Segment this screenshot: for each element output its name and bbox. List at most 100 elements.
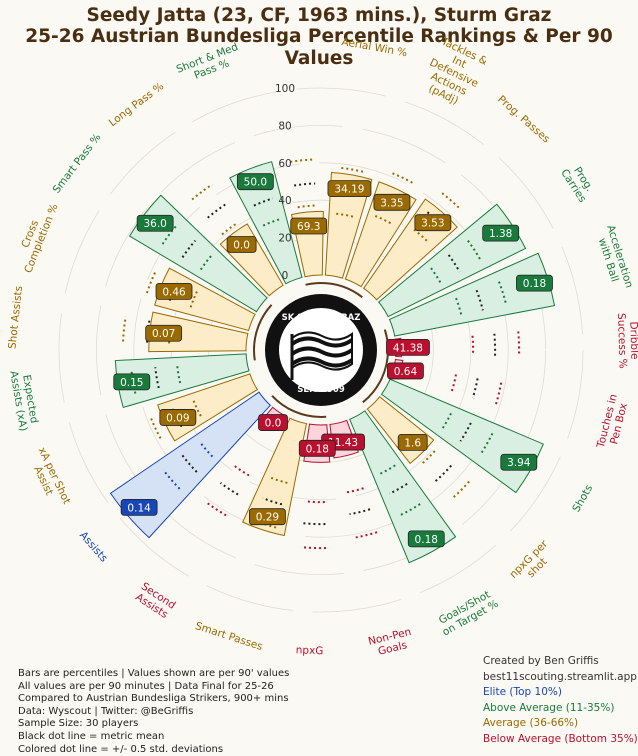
club-logo: SK STURM GRAZ SEIT 1909 [265, 294, 377, 406]
reference-dot-line [181, 239, 197, 258]
value-label: 34.19 [334, 184, 364, 196]
reference-dot-line [434, 464, 452, 482]
reference-dot-line [389, 483, 408, 495]
reference-dot-line [374, 214, 393, 225]
value-badge [516, 274, 553, 292]
value-badge [120, 498, 158, 516]
reference-dot-line [336, 212, 354, 218]
metric-label: CrossCompletion % [11, 198, 61, 275]
value-label: 0.15 [120, 377, 143, 389]
value-badge [249, 508, 286, 526]
reference-dot-line [479, 432, 494, 455]
credit-block: Created by Ben Griffis best11scouting.st… [483, 654, 638, 748]
value-label: 0.18 [306, 443, 329, 455]
reference-dot-line [498, 281, 508, 305]
reference-dot-line [145, 271, 157, 294]
reference-dot-line [305, 500, 325, 504]
scale-ticks: 0 20 40 60 80 100 [275, 83, 295, 282]
metric-label: Assists [77, 529, 110, 564]
metric-label: DribbleSuccess % [615, 313, 638, 369]
reference-dot-line [475, 289, 484, 311]
value-label: 0.18 [415, 534, 438, 546]
value-badge [290, 217, 328, 235]
value-label: 3.53 [421, 218, 444, 230]
reference-dot-line [262, 218, 280, 227]
value-label: 1.6 [404, 437, 421, 449]
scale-tick-label: 80 [278, 120, 291, 132]
logo-flag-icon [290, 331, 354, 380]
reference-dot-line [154, 367, 160, 389]
value-label: 3.35 [380, 197, 403, 209]
reference-dot-line [161, 224, 178, 245]
reference-dot-line [270, 476, 288, 484]
reference-dot-line [189, 290, 198, 308]
scale-ring [133, 162, 509, 538]
value-label: 0.29 [256, 512, 279, 524]
reference-dot-line [221, 222, 238, 236]
credit-author: Created by Ben Griffis [483, 655, 599, 667]
reference-dot-line [297, 204, 316, 209]
footer-notes: Bars are percentiles | Values shown are … [18, 668, 289, 756]
reference-dot-line [455, 297, 463, 316]
metric-label: Smart Pass % [51, 131, 104, 195]
legend-above-average: Above Average (11-35%) [483, 701, 615, 714]
reference-dot-line [420, 450, 436, 466]
bar [388, 252, 556, 337]
footer-line: Colored dot line = +/- 0.5 std. deviatio… [18, 743, 224, 755]
reference-dot-line [471, 335, 475, 356]
reference-dot-line [130, 369, 137, 394]
scale-ring [58, 87, 584, 613]
reference-dot-line [493, 333, 497, 356]
value-badge [236, 173, 274, 191]
reference-dot-line [399, 503, 421, 517]
value-label: 36.0 [143, 218, 166, 230]
reference-dot-line [413, 228, 430, 244]
value-label: 0.64 [394, 366, 418, 378]
reference-dot-line [430, 267, 442, 284]
metric-label: Prog.Carries [558, 161, 598, 205]
reference-dot-line [219, 482, 239, 496]
value-label: 0.07 [152, 328, 175, 340]
legend-average: Average (36-66%) [483, 717, 579, 730]
value-badge [373, 193, 411, 211]
value-label: 0.46 [162, 286, 186, 298]
metric-label: Aerial Win % [341, 36, 409, 59]
footer-line: Data: Wyscout | Twitter: @BeGriffis [18, 705, 194, 717]
reference-dot-line [293, 182, 316, 187]
reference-dot-line [447, 254, 461, 273]
value-badge [298, 439, 336, 457]
footer-line: Bars are percentiles | Values shown are … [18, 668, 290, 679]
value-label: 0.0 [233, 239, 250, 251]
footer-line: All values are per 90 minutes | Data Fin… [18, 680, 274, 692]
metric-label: xA per ShotAssist [25, 445, 73, 511]
metric-label: Tackles &IntDefensiveActions(pAdj) [417, 35, 490, 112]
scale-tick-label: 60 [278, 158, 291, 170]
footer-line: Black dot line = metric mean [18, 730, 165, 742]
value-badge [136, 214, 174, 232]
value-label: 0.18 [523, 278, 546, 290]
reference-dot-line [494, 382, 503, 406]
value-badge [387, 362, 424, 380]
reference-dot-line [300, 546, 327, 550]
bar [242, 417, 308, 537]
legend-elite: Elite (Top 10%) [483, 686, 562, 699]
reference-dot-line [199, 254, 213, 271]
value-badge [397, 434, 428, 451]
reference-dot-line [176, 364, 182, 384]
value-badges: 34.19 3.35 3.53 1.38 0.18 41.38 0.64 3.94 1.6 0.1… [113, 173, 553, 548]
value-badge [159, 409, 197, 426]
value-badge [386, 338, 430, 356]
value-badge [407, 530, 445, 548]
metric-label: Long Pass % [107, 80, 166, 129]
value-label: 0.14 [127, 502, 151, 514]
reference-dot-line [450, 480, 470, 500]
scale-ring [95, 124, 547, 576]
metric-label: Accelerationwith Ball [593, 224, 635, 293]
value-badge [258, 414, 288, 431]
value-label: 0.0 [265, 418, 282, 430]
scale-tick-label: 20 [278, 233, 291, 245]
value-label: 1.38 [489, 228, 512, 240]
reference-dot-line [303, 522, 326, 526]
value-label: 69.3 [297, 221, 320, 233]
